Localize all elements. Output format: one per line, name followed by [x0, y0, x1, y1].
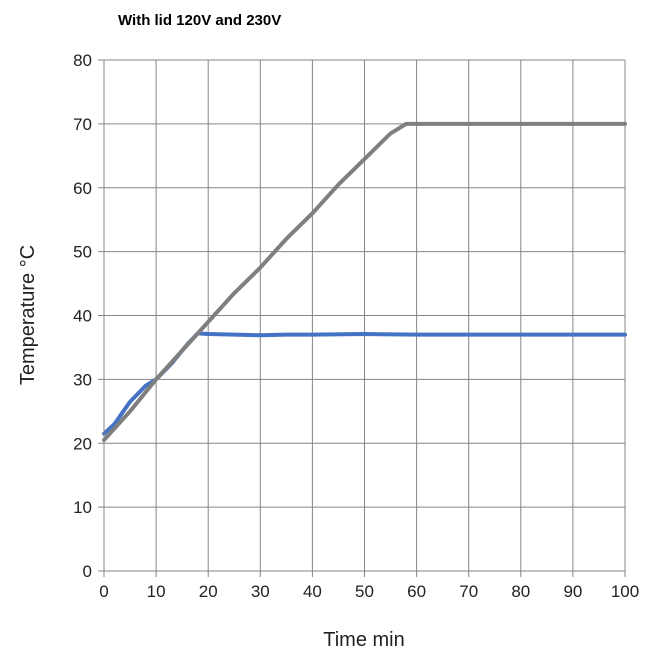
- y-tick-label: 30: [73, 370, 92, 389]
- x-tick-label: 50: [355, 582, 374, 601]
- x-tick-label: 90: [563, 582, 582, 601]
- x-tick-label: 100: [611, 582, 639, 601]
- x-tick-label: 10: [147, 582, 166, 601]
- y-tick-label: 70: [73, 115, 92, 134]
- y-tick-label: 80: [73, 51, 92, 70]
- x-tick-label: 20: [199, 582, 218, 601]
- tick-labels: 0 10 20 30 40 50 60 70 80 0 10 20 30 40 50 60 70 80 90 100: [73, 51, 639, 601]
- x-tick-label: 60: [407, 582, 426, 601]
- y-axis-title: Temperature °C: [17, 245, 39, 385]
- x-tick-label: 80: [511, 582, 530, 601]
- y-tick-label: 10: [73, 498, 92, 517]
- grid: [104, 60, 625, 571]
- x-tick-label: 40: [303, 582, 322, 601]
- y-tick-label: 60: [73, 179, 92, 198]
- y-tick-label: 0: [83, 562, 92, 581]
- x-tick-label: 0: [99, 582, 108, 601]
- y-tick-label: 40: [73, 307, 92, 326]
- x-tick-label: 30: [251, 582, 270, 601]
- x-axis-title: Time min: [323, 629, 404, 651]
- axes: [98, 60, 625, 577]
- x-tick-label: 70: [459, 582, 478, 601]
- y-tick-label: 20: [73, 434, 92, 453]
- y-tick-label: 50: [73, 243, 92, 262]
